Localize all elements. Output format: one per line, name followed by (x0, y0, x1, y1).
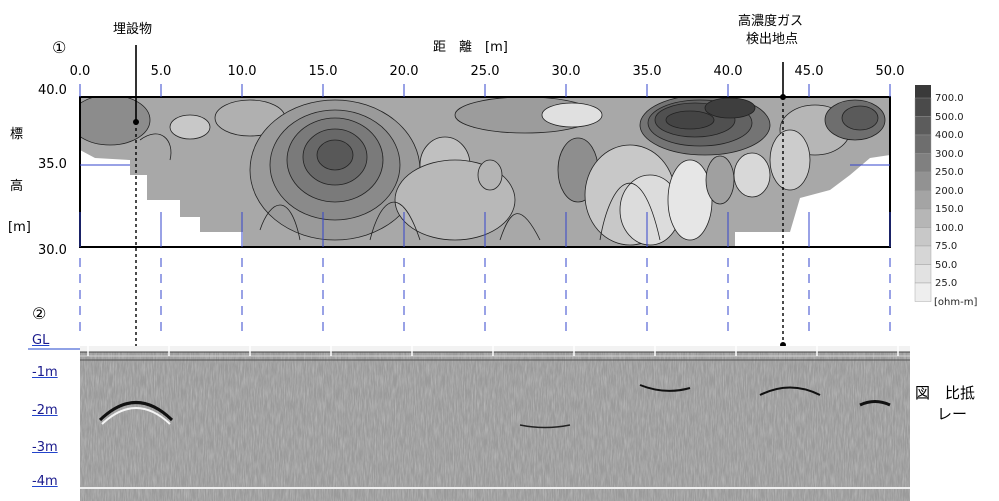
legend-swatch (914, 171, 932, 191)
figure-caption-line1: 図 比抵 (915, 384, 976, 402)
x-tick-label: 5.0 (150, 64, 172, 79)
legend-value: 100.0 (935, 222, 964, 234)
depth-label-2m: -2m (32, 403, 58, 418)
x-tick-label: 10.0 (227, 64, 257, 79)
buried-object-label: 埋設物 (113, 22, 153, 37)
gas-label-line1: 高濃度ガス (738, 14, 804, 29)
x-tick-label: 35.0 (632, 64, 662, 79)
legend-swatch (914, 282, 932, 302)
legend-value: 400.0 (935, 130, 964, 141)
legend-swatch (914, 264, 932, 284)
legend-swatch (914, 134, 932, 154)
legend-swatch (914, 190, 932, 210)
y-label-char-1: 標 (10, 127, 24, 142)
x-tick-label: 20.0 (389, 64, 419, 79)
radargram (80, 346, 910, 501)
x-axis-title: 距 離 [m] (433, 40, 508, 55)
legend-swatch (914, 153, 932, 173)
legend-swatch (914, 208, 932, 228)
x-tick-label: 40.0 (713, 64, 743, 79)
legend-swatch (914, 116, 932, 136)
figure-caption-line2: レー (937, 405, 968, 423)
y-label-char-3: [m] (8, 220, 31, 235)
legend-value: 250.0 (935, 167, 964, 178)
legend-value: 50.0 (935, 259, 958, 271)
legend-value: 300.0 (935, 148, 964, 160)
x-tick-label: 30.0 (551, 64, 581, 79)
x-tick-label: 15.0 (308, 64, 338, 79)
y-tick-35: 35.0 (38, 157, 67, 172)
legend-value: 500.0 (935, 111, 964, 123)
resistivity-contour-map (80, 97, 890, 247)
y-tick-40: 40.0 (38, 83, 67, 98)
depth-label-3m: -3m (32, 440, 58, 455)
depth-label-1m: -1m (32, 365, 58, 380)
legend-swatch (914, 245, 932, 265)
legend-color-scale (914, 85, 932, 302)
y-tick-30: 30.0 (38, 243, 67, 258)
legend-value: 700.0 (935, 93, 964, 104)
y-label-char-2: 高 (10, 179, 24, 194)
legend-value: 25.0 (935, 278, 958, 289)
legend-unit: [ohm-m] (934, 297, 978, 308)
legend-swatch (914, 97, 932, 117)
x-tick-label: 50.0 (875, 64, 905, 79)
depth-label-gl: GL (32, 333, 50, 348)
x-tick-label: 25.0 (470, 64, 500, 79)
panel2-number: ② (32, 304, 47, 323)
legend-value: 200.0 (935, 185, 964, 197)
legend-value: 150.0 (935, 204, 964, 215)
gas-label-line2: 検出地点 (746, 32, 799, 47)
depth-label-4m: -4m (32, 474, 58, 489)
legend-swatch (914, 227, 932, 247)
panel1-number: ① (52, 38, 67, 57)
x-tick-label: 45.0 (794, 64, 824, 79)
legend-value: 75.0 (935, 241, 958, 252)
legend-swatch-top (915, 85, 931, 98)
x-tick-label: 0.0 (69, 64, 91, 79)
x-guide-lines (79, 84, 891, 332)
